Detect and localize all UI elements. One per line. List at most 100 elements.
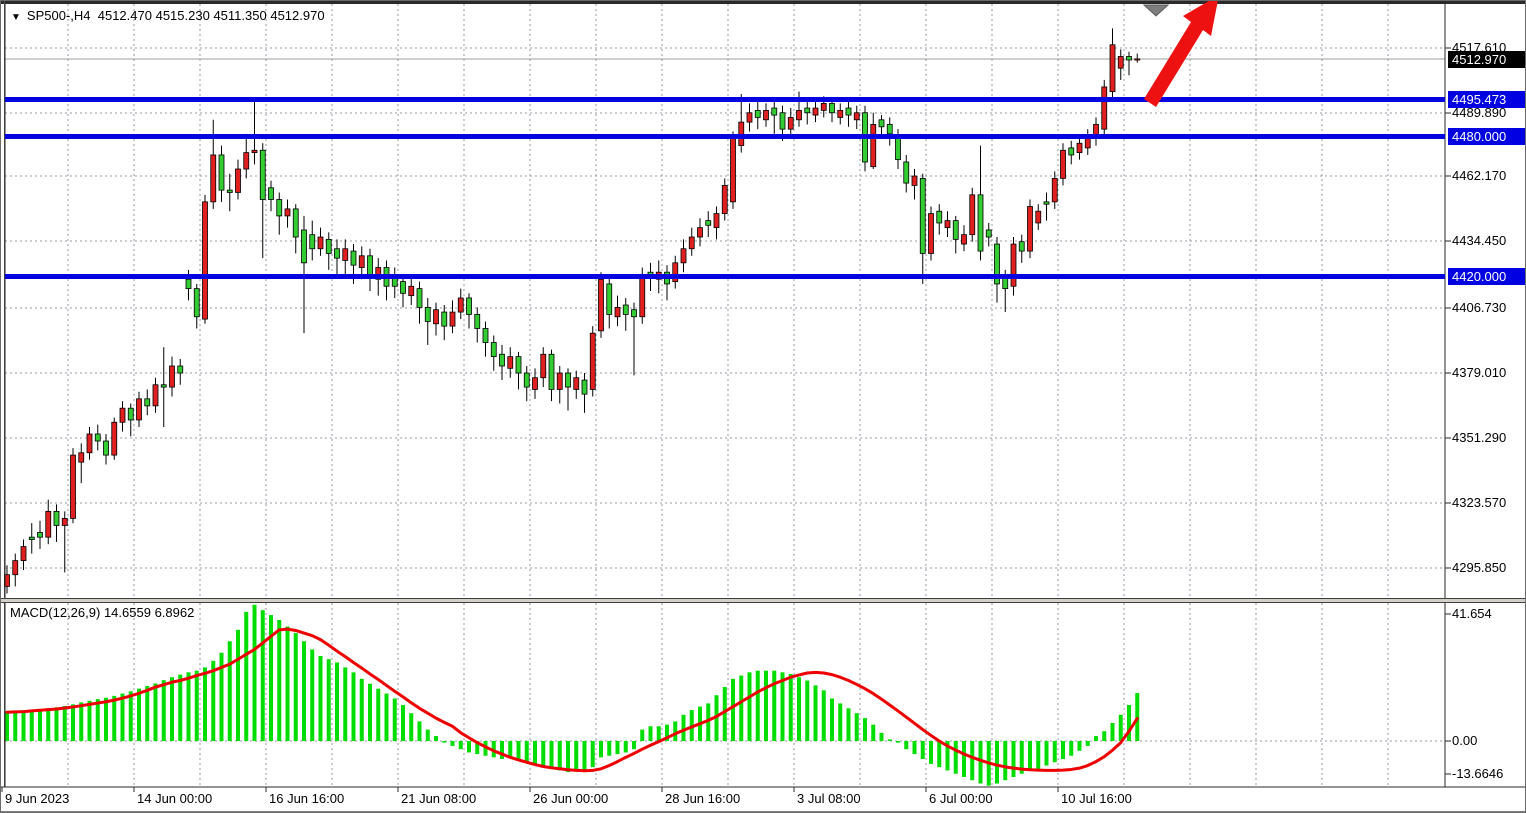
bull-candle[interactable] — [961, 234, 967, 245]
bull-candle[interactable] — [540, 353, 547, 379]
bear-candle[interactable] — [845, 107, 852, 116]
bear-candle[interactable] — [977, 194, 984, 252]
bear-candle[interactable] — [903, 161, 910, 184]
bull-candle[interactable] — [169, 365, 175, 388]
bear-candle[interactable] — [301, 229, 307, 264]
bear-candle[interactable] — [994, 243, 1000, 285]
bull-candle[interactable] — [119, 407, 126, 423]
bear-candle[interactable] — [350, 250, 357, 266]
support-resistance-line[interactable] — [5, 274, 1445, 280]
bull-candle[interactable] — [911, 175, 918, 186]
bear-candle[interactable] — [515, 356, 522, 374]
support-resistance-line[interactable] — [5, 133, 1445, 139]
bull-candle[interactable] — [721, 185, 728, 214]
bull-candle[interactable] — [78, 452, 85, 463]
bear-candle[interactable] — [325, 238, 332, 254]
bull-candle[interactable] — [1134, 58, 1141, 61]
bull-candle[interactable] — [1051, 177, 1058, 203]
bear-candle[interactable] — [499, 353, 505, 367]
bear-candle[interactable] — [490, 342, 497, 358]
bull-candle[interactable] — [210, 154, 217, 203]
bear-candle[interactable] — [185, 278, 192, 290]
bull-candle[interactable] — [532, 377, 538, 390]
bear-candle[interactable] — [829, 102, 835, 114]
bull-candle[interactable] — [342, 248, 349, 261]
bull-candle[interactable] — [61, 518, 68, 526]
bear-candle[interactable] — [705, 220, 712, 226]
bull-candle[interactable] — [796, 109, 802, 121]
bear-candle[interactable] — [441, 311, 448, 327]
bull-candle[interactable] — [408, 285, 415, 297]
bull-candle[interactable] — [672, 262, 679, 282]
bull-candle[interactable] — [202, 201, 208, 320]
bear-candle[interactable] — [334, 248, 340, 259]
bull-candle[interactable] — [1035, 210, 1042, 224]
bear-candle[interactable] — [878, 119, 885, 128]
bear-candle[interactable] — [193, 288, 200, 318]
bear-candle[interactable] — [144, 398, 151, 407]
bull-candle[interactable] — [152, 384, 159, 407]
bull-candle[interactable] — [969, 194, 976, 236]
bull-candle[interactable] — [433, 309, 439, 325]
bear-candle[interactable] — [103, 440, 109, 456]
bear-candle[interactable] — [581, 379, 588, 395]
bull-candle[interactable] — [598, 278, 604, 332]
bear-candle[interactable] — [53, 510, 60, 526]
bull-candle[interactable] — [870, 124, 877, 168]
bear-candle[interactable] — [779, 112, 786, 130]
bull-candle[interactable] — [944, 220, 951, 229]
bear-candle[interactable] — [1018, 241, 1025, 252]
dropdown-triangle-icon[interactable]: ▼ — [11, 12, 21, 23]
bear-candle[interactable] — [292, 208, 299, 238]
bull-candle[interactable] — [680, 248, 687, 264]
bull-candle[interactable] — [1109, 44, 1116, 93]
bull-candle[interactable] — [697, 227, 703, 238]
bear-candle[interactable] — [177, 365, 184, 374]
bear-candle[interactable] — [160, 384, 167, 388]
bear-candle[interactable] — [886, 124, 893, 135]
bull-candle[interactable] — [449, 311, 456, 327]
bull-candle[interactable] — [853, 112, 860, 121]
bear-candle[interactable] — [1126, 56, 1132, 61]
bear-candle[interactable] — [127, 407, 134, 421]
bear-candle[interactable] — [565, 372, 571, 388]
bull-candle[interactable] — [787, 117, 794, 130]
bear-candle[interactable] — [622, 304, 629, 315]
bull-candle[interactable] — [556, 372, 563, 390]
bear-candle[interactable] — [416, 288, 423, 308]
bear-candle[interactable] — [1068, 147, 1075, 156]
bull-candle[interactable] — [746, 112, 753, 123]
bear-candle[interactable] — [1043, 201, 1050, 205]
bull-candle[interactable] — [837, 109, 844, 118]
bull-candle[interactable] — [1027, 206, 1033, 252]
bear-candle[interactable] — [771, 107, 778, 116]
bear-candle[interactable] — [474, 314, 481, 329]
bear-candle[interactable] — [424, 306, 431, 322]
bull-candle[interactable] — [1060, 149, 1066, 179]
bull-candle[interactable] — [507, 356, 514, 369]
bull-candle[interactable] — [235, 168, 241, 193]
bull-candle[interactable] — [1117, 56, 1124, 69]
bull-candle[interactable] — [1010, 243, 1017, 287]
bull-candle[interactable] — [45, 510, 52, 538]
bull-candle[interactable] — [20, 546, 27, 562]
bear-candle[interactable] — [523, 372, 530, 388]
bear-candle[interactable] — [606, 283, 613, 315]
bear-candle[interactable] — [400, 281, 406, 294]
bear-candle[interactable] — [936, 210, 943, 224]
bear-candle[interactable] — [276, 199, 283, 217]
bull-candle[interactable] — [1101, 86, 1108, 130]
bear-candle[interactable] — [804, 107, 811, 114]
bull-candle[interactable] — [86, 433, 93, 454]
bull-candle[interactable] — [111, 421, 118, 456]
bear-candle[interactable] — [985, 229, 992, 238]
bull-candle[interactable] — [763, 109, 769, 121]
bear-candle[interactable] — [268, 187, 274, 200]
bear-candle[interactable] — [631, 309, 637, 318]
bull-candle[interactable] — [713, 213, 720, 229]
bull-candle[interactable] — [12, 560, 19, 576]
bull-candle[interactable] — [251, 149, 258, 154]
support-resistance-line[interactable] — [5, 97, 1445, 103]
bull-candle[interactable] — [730, 138, 736, 203]
bull-candle[interactable] — [614, 306, 621, 318]
